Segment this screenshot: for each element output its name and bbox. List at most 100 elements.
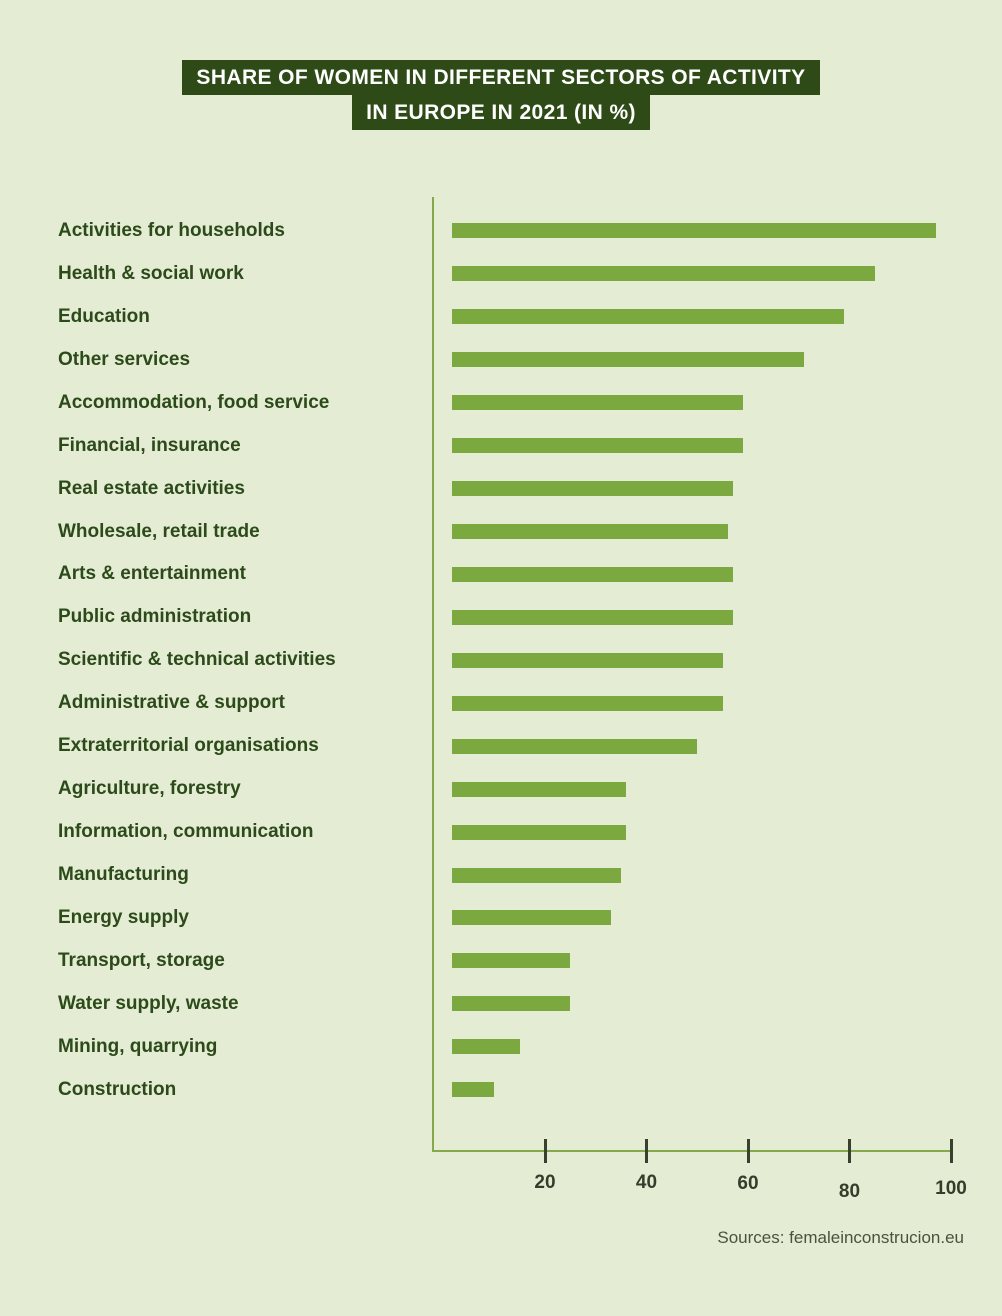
bar-track (433, 481, 1002, 497)
chart-row: Health & social work (0, 252, 1002, 295)
category-label: Extraterritorial organisations (58, 735, 319, 757)
chart-row: Public administration (0, 596, 1002, 639)
x-axis-tick (949, 1139, 953, 1163)
chart-row: Education (0, 295, 1002, 338)
bar (452, 438, 743, 454)
bar (452, 996, 571, 1012)
category-label: Education (58, 305, 150, 327)
source-text: Sources: femaleinconstrucion.eu (717, 1228, 964, 1247)
chart-row: Manufacturing (0, 854, 1002, 897)
bar (452, 781, 627, 797)
y-axis-line (432, 197, 434, 1152)
x-axis-tick (848, 1139, 851, 1163)
bar-track (433, 867, 1002, 883)
bar-track (433, 524, 1002, 540)
bar (452, 223, 936, 239)
category-label: Other services (58, 348, 191, 370)
bar (452, 481, 733, 497)
category-label: Agriculture, forestry (58, 778, 241, 800)
chart-row: Administrative & support (0, 682, 1002, 725)
bar-track (433, 223, 1002, 239)
x-axis-tick-label: 80 (838, 1181, 861, 1202)
bar (452, 609, 733, 625)
x-axis-tick (543, 1139, 547, 1163)
category-label: Health & social work (58, 262, 244, 284)
category-label: Arts & entertainment (58, 563, 246, 585)
bar-track (433, 738, 1002, 754)
category-label: Scientific & technical activities (58, 649, 336, 671)
chart-row: Accommodation, food service (0, 381, 1002, 424)
bar-track (433, 996, 1002, 1012)
x-axis-tick-label: 60 (737, 1173, 759, 1194)
bar-track (433, 695, 1002, 711)
bar-track (433, 266, 1002, 282)
bar (452, 524, 728, 540)
bar (452, 824, 627, 840)
category-label: Financial, insurance (58, 434, 241, 456)
chart-row: Real estate activities (0, 467, 1002, 510)
chart-row: Arts & entertainment (0, 553, 1002, 596)
bar (452, 738, 698, 754)
category-label: Administrative & support (58, 692, 285, 714)
chart-row: Wholesale, retail trade (0, 510, 1002, 553)
chart-row: Water supply, waste (0, 982, 1002, 1025)
bar (452, 1082, 495, 1098)
chart-row: Transport, storage (0, 939, 1002, 982)
x-axis-tick-label: 100 (935, 1178, 967, 1199)
bar (452, 395, 743, 411)
chart-row: Energy supply (0, 897, 1002, 940)
x-axis-tick (746, 1139, 750, 1163)
chart-title: SHARE OF WOMEN IN DIFFERENT SECTORS OF A… (0, 60, 1002, 130)
bar (452, 309, 845, 325)
bar-track (433, 1082, 1002, 1098)
bar (452, 266, 875, 282)
bar-track (433, 953, 1002, 969)
x-axis-tick (645, 1139, 648, 1163)
category-label: Information, communication (58, 821, 314, 843)
chart-row: Information, communication (0, 811, 1002, 854)
chart-row: Mining, quarrying (0, 1025, 1002, 1068)
category-label: Manufacturing (58, 864, 189, 886)
bar-track (433, 609, 1002, 625)
bar (452, 1039, 520, 1055)
category-label: Water supply, waste (58, 992, 239, 1014)
chart-row: Other services (0, 338, 1002, 381)
bar-track (433, 438, 1002, 454)
bar (452, 953, 571, 969)
bar-track (433, 781, 1002, 797)
chart-title-line2: IN EUROPE IN 2021 (IN %) (352, 95, 650, 130)
category-label: Mining, quarrying (58, 1035, 218, 1057)
category-label: Accommodation, food service (58, 391, 330, 413)
category-label: Transport, storage (58, 949, 225, 971)
bar (452, 695, 723, 711)
bar-track (433, 395, 1002, 411)
x-axis-tick-label: 20 (534, 1172, 556, 1193)
chart-row: Extraterritorial organisations (0, 725, 1002, 768)
category-label: Public administration (58, 606, 252, 628)
chart-row: Agriculture, forestry (0, 768, 1002, 811)
category-label: Construction (58, 1078, 177, 1100)
bar-track (433, 910, 1002, 926)
bar-track (433, 309, 1002, 325)
category-label: Energy supply (58, 906, 189, 928)
bar (452, 910, 611, 926)
category-label: Real estate activities (58, 477, 245, 499)
chart-row: Activities for households (0, 210, 1002, 253)
chart-row: Construction (0, 1068, 1002, 1111)
bar-track (433, 652, 1002, 668)
x-axis-tick-label: 40 (635, 1172, 658, 1193)
bar (452, 652, 723, 668)
chart-title-line1: SHARE OF WOMEN IN DIFFERENT SECTORS OF A… (182, 60, 820, 95)
bar-chart-rows: Activities for households Health & social… (0, 210, 1002, 1112)
category-label: Wholesale, retail trade (58, 520, 260, 542)
chart-row: Financial, insurance (0, 424, 1002, 467)
bar (452, 867, 622, 883)
x-axis-line (433, 1150, 951, 1152)
chart-row: Scientific & technical activities (0, 639, 1002, 682)
bar (452, 566, 733, 582)
category-label: Activities for households (58, 219, 285, 241)
bar-track (433, 824, 1002, 840)
bar-track (433, 352, 1002, 368)
bar-track (433, 566, 1002, 582)
